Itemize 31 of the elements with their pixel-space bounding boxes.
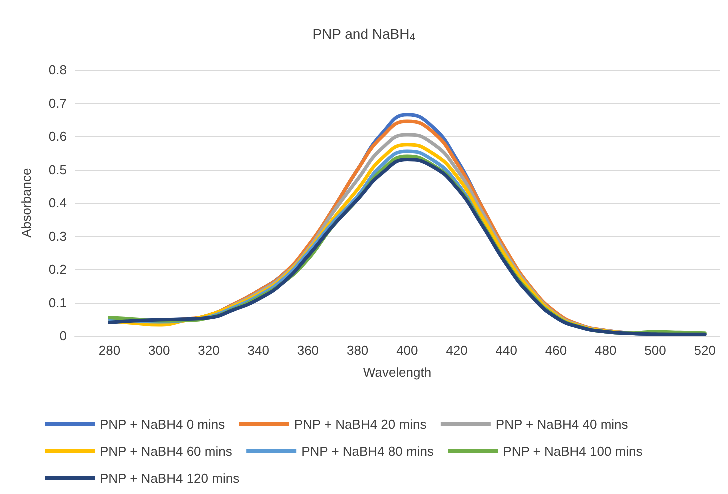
x-tick-label: 380	[346, 343, 369, 358]
y-tick-label: 0.8	[48, 62, 67, 78]
y-tick-label: 0.6	[48, 129, 67, 144]
legend-label: PNP + NaBH4 20 mins	[294, 417, 428, 432]
y-tick-label: 0.4	[48, 196, 67, 210]
x-tick-label: 360	[297, 343, 320, 358]
x-axis-title: Wavelength	[363, 365, 432, 380]
x-tick-label: 500	[644, 343, 666, 358]
legend-label: PNP + NaBH4 40 mins	[496, 417, 629, 432]
y-tick-label: 0.1	[48, 295, 67, 310]
x-tick-label: 440	[496, 343, 518, 358]
x-tick-label: 460	[545, 343, 568, 358]
y-tick-label: 0.7	[48, 96, 67, 111]
y-tick-label: 0	[60, 328, 67, 344]
x-tick-label: 520	[694, 343, 716, 358]
x-tick-label: 340	[248, 343, 270, 358]
legend-label: PNP + NaBH4 80 mins	[302, 444, 434, 459]
y-tick-label: 0.3	[48, 228, 67, 244]
legend-label: PNP + NaBH4 60 mins	[100, 444, 233, 459]
legend-label: PNP + NaBH4 120 mins	[100, 471, 240, 486]
y-tick-label: 0.2	[48, 262, 67, 277]
x-tick-label: 320	[198, 343, 220, 358]
y-tick-label: 0.5	[48, 162, 67, 178]
x-tick-label: 420	[446, 343, 468, 358]
x-tick-label: 400	[396, 343, 418, 358]
x-tick-label: 300	[148, 343, 170, 358]
legend-label: PNP + NaBH4 100 mins	[503, 444, 644, 459]
x-tick-label: 280	[98, 343, 121, 358]
x-tick-label: 480	[595, 343, 617, 358]
legend-label: PNP + NaBH4 0 mins	[100, 417, 226, 432]
y-axis-title: Absorbance	[19, 168, 34, 238]
